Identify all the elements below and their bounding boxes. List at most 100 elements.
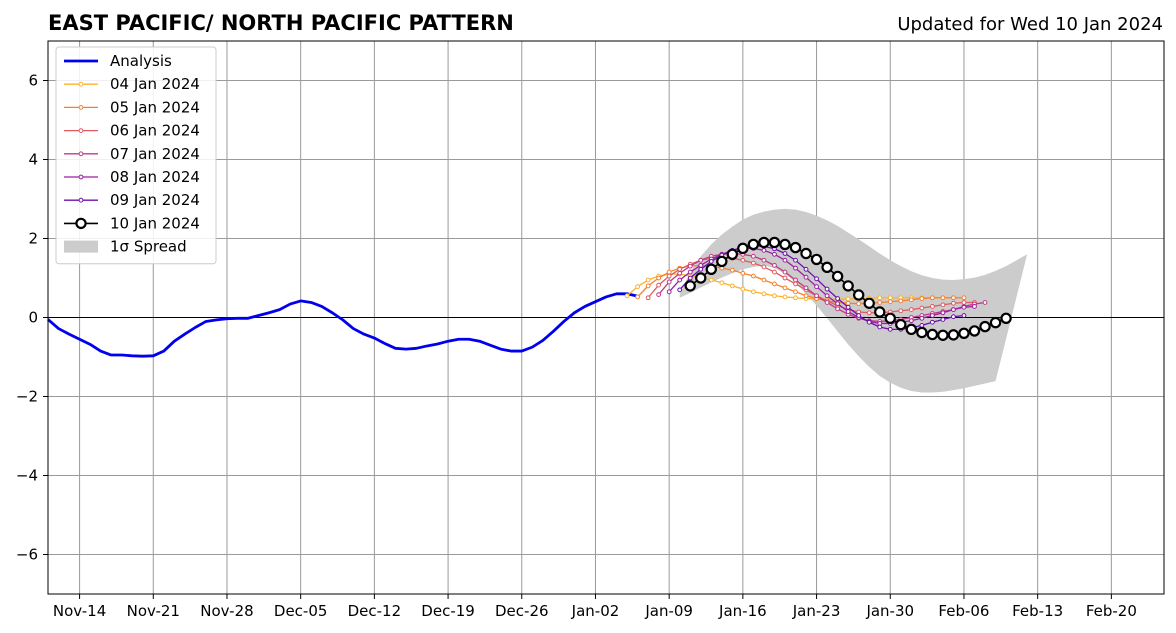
- forecast-point: [803, 274, 809, 280]
- forecast-point: [845, 304, 851, 310]
- forecast-point: [793, 257, 798, 263]
- forecast-point: [824, 286, 830, 292]
- forecast-point: [845, 309, 851, 314]
- legend-marker: [78, 151, 84, 157]
- legend-label: 04 Jan 2024: [110, 75, 200, 93]
- legend-marker: [75, 217, 87, 230]
- y-tick-label: −4: [16, 467, 38, 485]
- forecast-point: [905, 323, 918, 336]
- forecast-point: [979, 320, 991, 333]
- y-tick-label: 4: [28, 151, 38, 169]
- forecast-point: [719, 280, 725, 286]
- forecast-point: [919, 305, 925, 311]
- forecast-point: [740, 257, 746, 263]
- forecast-point: [908, 307, 914, 313]
- forecast-point: [803, 266, 809, 272]
- forecast-point: [729, 283, 735, 289]
- forecast-point: [768, 236, 781, 249]
- forecast-point: [940, 310, 946, 316]
- forecast-point: [687, 269, 693, 275]
- forecast-point: [677, 287, 683, 293]
- x-tick-label: Feb-13: [1012, 602, 1063, 620]
- forecast-point: [845, 296, 851, 302]
- forecast-point: [831, 270, 844, 283]
- forecast-point: [856, 301, 862, 307]
- forecast-point: [961, 300, 967, 305]
- legend-label: 06 Jan 2024: [110, 122, 200, 140]
- x-tick-label: Feb-20: [1086, 602, 1137, 620]
- forecast-point: [666, 273, 672, 279]
- x-tick-label: Jan-09: [644, 602, 693, 620]
- legend-marker: [78, 197, 84, 203]
- forecast-point: [919, 323, 925, 328]
- forecast-point: [947, 329, 960, 341]
- forecast-point: [761, 257, 767, 263]
- x-tick-label: Dec-19: [421, 602, 475, 620]
- forecast-point: [761, 247, 767, 253]
- forecast-point: [961, 304, 967, 310]
- forecast-point: [666, 279, 672, 285]
- forecast-point: [958, 327, 970, 339]
- forecast-point: [951, 300, 956, 306]
- forecast-point: [919, 315, 925, 321]
- forecast-point: [961, 313, 967, 318]
- forecast-point: [782, 275, 788, 281]
- legend-item: 06 Jan 2024: [64, 122, 200, 140]
- legend-label: 1σ Spread: [110, 238, 187, 256]
- x-tick-label: Dec-12: [348, 602, 402, 620]
- forecast-point: [824, 293, 830, 299]
- forecast-series: [684, 236, 1012, 341]
- forecast-point: [698, 257, 704, 263]
- legend-marker: [78, 81, 84, 87]
- legend-label: 05 Jan 2024: [110, 98, 200, 116]
- analysis-line: [47, 292, 638, 358]
- forecast-point: [726, 248, 739, 260]
- forecast-point: [677, 266, 683, 272]
- forecast-point: [884, 312, 896, 324]
- y-tick-label: 0: [28, 309, 38, 327]
- chart-subtitle: Updated for Wed 10 Jan 2024: [897, 14, 1163, 35]
- x-tick-label: Dec-05: [274, 602, 328, 620]
- spread-band: [679, 208, 1028, 393]
- forecast-point: [740, 286, 746, 292]
- legend-label: 07 Jan 2024: [110, 145, 200, 163]
- forecast-point: [951, 314, 956, 320]
- forecast-point: [782, 251, 788, 256]
- forecast-point: [666, 269, 672, 275]
- forecast-point: [940, 295, 946, 301]
- legend-item: 07 Jan 2024: [64, 145, 200, 163]
- forecast-point: [698, 266, 704, 272]
- series-layer: [47, 236, 1164, 358]
- forecast-point: [645, 295, 651, 301]
- forecast-point: [747, 238, 760, 251]
- forecast-point: [782, 294, 788, 300]
- legend-label: 09 Jan 2024: [110, 191, 200, 209]
- forecast-point: [887, 299, 893, 305]
- forecast-point: [793, 289, 798, 295]
- forecast-point: [835, 306, 841, 312]
- forecast-point: [729, 267, 735, 273]
- forecast-point: [866, 319, 872, 325]
- forecast-point: [803, 285, 809, 291]
- forecast-point: [821, 261, 833, 274]
- forecast-point: [772, 262, 777, 268]
- forecast-point: [684, 280, 696, 292]
- forecast-point: [656, 282, 662, 288]
- forecast-point: [737, 242, 749, 255]
- forecast-point: [908, 297, 914, 303]
- forecast-point: [919, 296, 925, 301]
- forecast-point: [793, 295, 798, 301]
- forecast-point: [968, 325, 981, 337]
- x-tick-label: Dec-26: [495, 602, 549, 620]
- forecast-point: [842, 280, 854, 292]
- legend-box: [55, 46, 217, 265]
- forecast-point: [982, 300, 988, 305]
- forecast-point: [895, 318, 907, 331]
- forecast-point: [908, 318, 914, 324]
- x-tick-label: Jan-16: [718, 602, 767, 620]
- forecast-point: [877, 324, 883, 330]
- forecast-point: [852, 289, 865, 301]
- y-tick-label: −2: [16, 388, 38, 406]
- legend-item: 08 Jan 2024: [64, 168, 200, 186]
- forecast-point: [877, 295, 883, 301]
